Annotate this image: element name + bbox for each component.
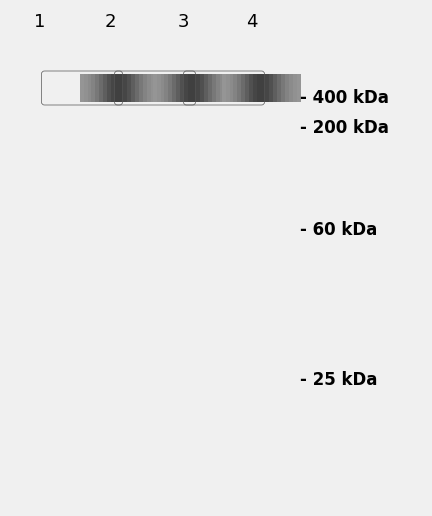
Bar [253,74,258,102]
Bar [139,74,143,102]
Bar [220,74,225,102]
Bar [143,74,148,102]
Bar [245,74,250,102]
Bar [208,74,213,102]
Bar [261,74,266,102]
Bar [204,74,209,102]
Bar [273,74,278,102]
Bar [151,74,156,102]
Bar [95,74,100,102]
Bar [99,74,104,102]
Bar [192,74,197,102]
Bar [224,74,229,102]
Bar [222,74,226,102]
Bar [168,74,173,102]
Bar [228,74,232,102]
Text: - 200 kDa: - 200 kDa [300,119,389,137]
Bar [103,74,108,102]
Bar [111,74,116,102]
Bar [241,74,246,102]
Bar [131,74,136,102]
Bar [269,74,274,102]
Text: 4: 4 [246,13,258,31]
Bar [79,74,84,102]
Bar [172,74,177,102]
Bar [127,74,132,102]
Bar [285,74,289,102]
Bar [156,74,161,102]
Bar [249,74,254,102]
Bar [297,74,302,102]
Bar [107,74,112,102]
Bar [233,74,238,102]
Bar [176,74,181,102]
Bar [292,74,297,102]
Bar [212,74,216,102]
Bar [155,74,159,102]
Bar [115,74,120,102]
Text: - 25 kDa: - 25 kDa [300,371,378,389]
Bar [188,74,193,102]
Bar [200,74,205,102]
Bar [152,74,157,102]
Bar [135,74,140,102]
Bar [83,74,88,102]
Bar [161,74,165,102]
Bar [147,74,152,102]
Bar [165,74,169,102]
Bar [123,74,128,102]
Bar [196,74,201,102]
Bar [257,74,262,102]
Bar [226,74,230,102]
Bar [289,74,293,102]
Bar [92,74,96,102]
Bar [281,74,286,102]
Bar [229,74,234,102]
Text: 2: 2 [104,13,116,31]
Text: 1: 1 [34,13,46,31]
Bar [119,74,124,102]
Bar [238,74,242,102]
Text: 3: 3 [177,13,189,31]
Bar [184,74,189,102]
Bar [265,74,270,102]
Bar [277,74,282,102]
Bar [216,74,220,102]
Text: - 400 kDa: - 400 kDa [300,89,389,107]
Bar [88,74,92,102]
Text: - 60 kDa: - 60 kDa [300,221,377,239]
Bar [180,74,185,102]
